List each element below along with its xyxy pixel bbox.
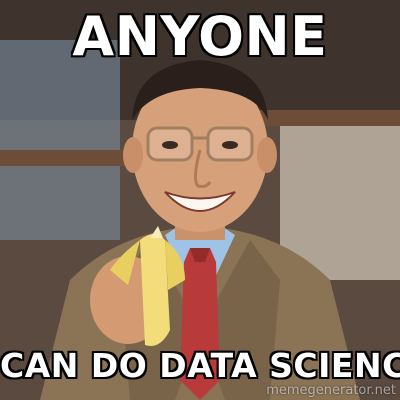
banana-peel-left xyxy=(110,240,140,285)
left-ear xyxy=(123,137,143,173)
tie-knot xyxy=(190,248,210,262)
hair xyxy=(132,60,268,120)
right-eye xyxy=(222,141,238,149)
right-ear xyxy=(257,137,277,173)
background-right-panel xyxy=(280,120,400,280)
banana xyxy=(140,234,170,346)
banana-peel-right xyxy=(165,240,185,290)
background-shelf-left xyxy=(0,150,140,166)
background-window xyxy=(0,40,120,240)
top-caption: ANYONE xyxy=(72,5,328,68)
tie xyxy=(180,248,220,400)
left-eye xyxy=(162,141,178,149)
banana-tip xyxy=(150,226,163,238)
right-lapel xyxy=(200,240,280,400)
background-shelf xyxy=(260,110,400,126)
nose xyxy=(193,149,212,188)
smile xyxy=(164,191,236,212)
watermark: memegenerator.net xyxy=(266,383,396,398)
bottom-caption: CAN DO DATA SCIENCE xyxy=(0,346,400,385)
